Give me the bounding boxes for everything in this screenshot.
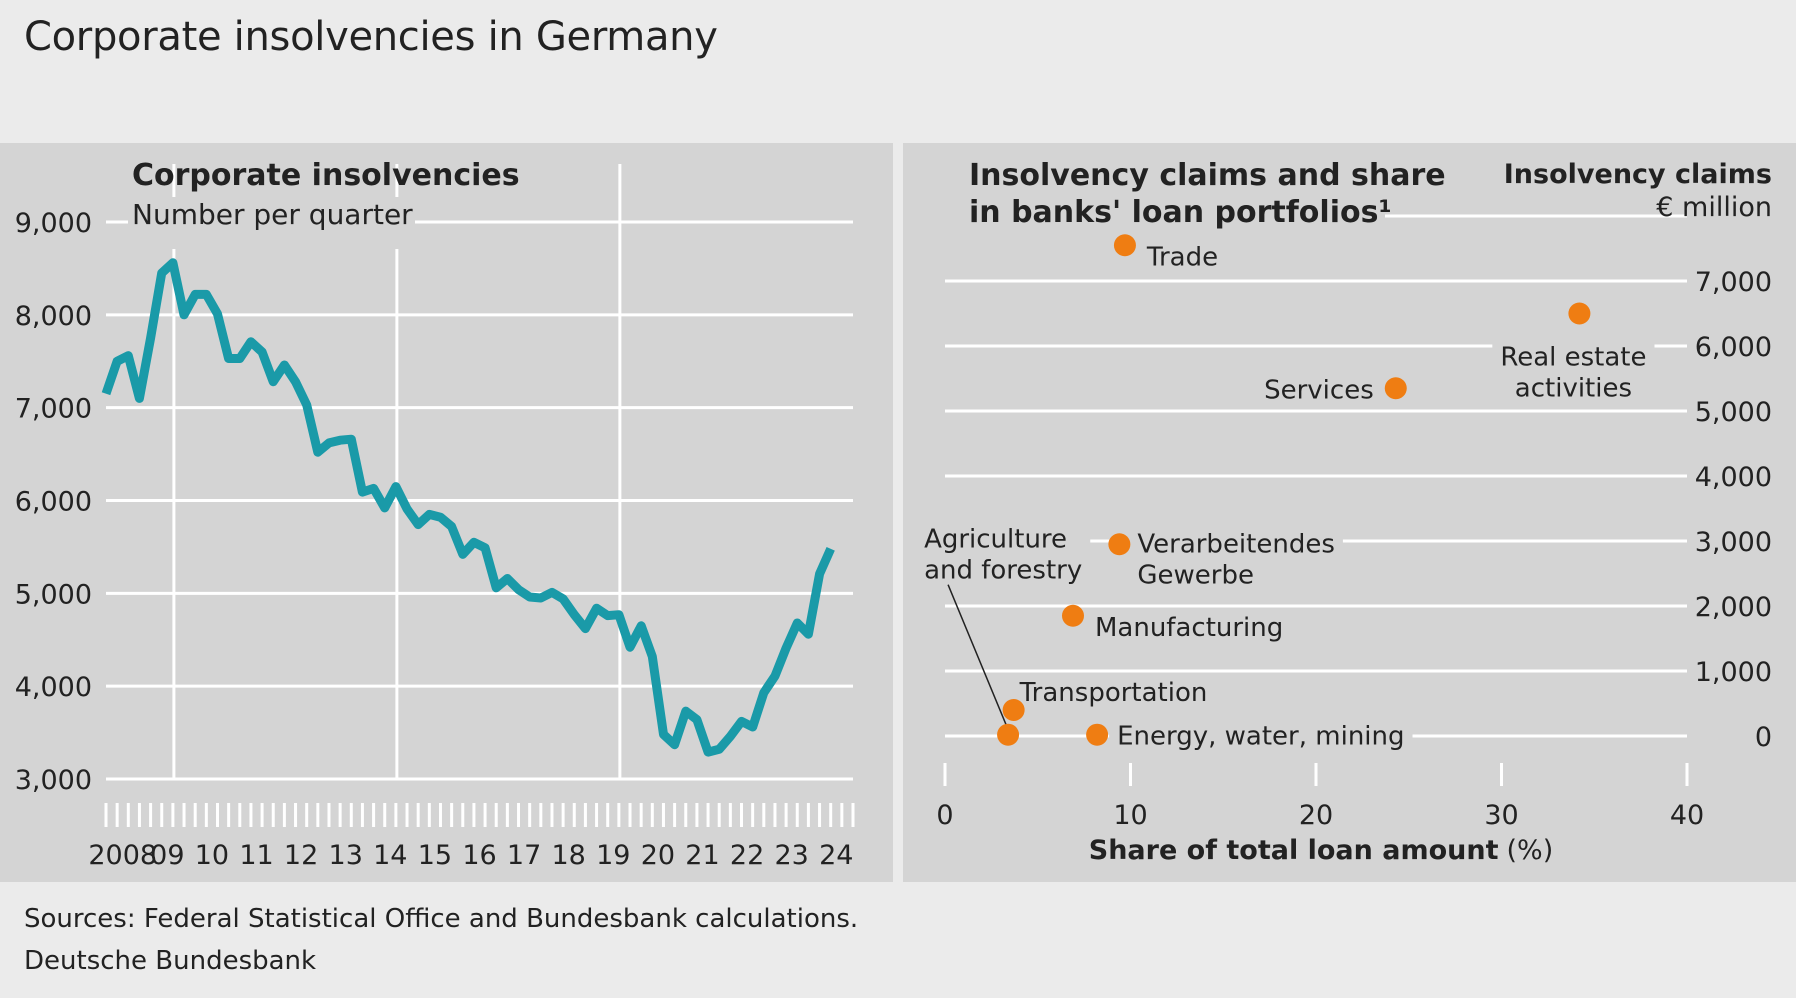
line-y-tick-label: 6,000 xyxy=(15,487,92,518)
line-x-tick-label: 24 xyxy=(819,840,853,871)
line-y-tick-label: 5,000 xyxy=(15,579,92,610)
scatter-y-unit: € million xyxy=(1656,192,1772,223)
scatter-point xyxy=(1568,302,1591,325)
scatter-y-tick-labels: 0 1,000 2,000 3,000 4,000 5,000 6,000 7,000 xyxy=(1695,267,1772,753)
line-y-tick-label: 7,000 xyxy=(15,394,92,425)
label-backdrop xyxy=(1109,721,1413,752)
scatter-y-tick-label: 1,000 xyxy=(1695,657,1772,688)
line-y-tick-label: 9,000 xyxy=(15,208,92,239)
line-x-tick-label: 19 xyxy=(596,840,630,871)
line-x-tick-label: 21 xyxy=(685,840,719,871)
line-x-tick-label: 11 xyxy=(239,840,273,871)
insolvencies-line-chart-panel: Corporate insolvencies Number per quarte… xyxy=(0,143,893,882)
line-chart-subtitle: Number per quarter xyxy=(132,198,413,231)
scatter-point xyxy=(1002,699,1025,721)
scatter-x-axis-label: Share of total loan amount (%) xyxy=(1089,835,1553,866)
scatter-point xyxy=(997,723,1020,746)
footer-publisher: Deutsche Bundesbank xyxy=(24,946,317,976)
label-backdrop xyxy=(1492,342,1655,404)
main-title: Corporate insolvencies in Germany xyxy=(24,14,718,60)
scatter-y-tick-label: 6,000 xyxy=(1695,332,1772,363)
scatter-point xyxy=(1061,604,1084,627)
label-backdrop xyxy=(1137,242,1227,273)
scatter-point-label: Manufacturing xyxy=(1095,613,1283,643)
line-chart-title: Corporate insolvencies xyxy=(132,158,520,193)
line-y-tick-label: 3,000 xyxy=(15,765,92,796)
scatter-point-labels: Trade Real estate activities Services Verarb… xyxy=(924,242,1646,751)
line-y-tick-labels: 3,000 4,000 5,000 6,000 7,000 8,000 9,000 xyxy=(15,208,92,796)
scatter-y-tick-label: 0 xyxy=(1755,722,1772,753)
scatter-y-title: Insolvency claims xyxy=(1504,159,1772,190)
insolvency-series-line xyxy=(101,258,835,757)
line-x-tick-label: 17 xyxy=(507,840,541,871)
scatter-y-tick-label: 4,000 xyxy=(1695,462,1772,493)
scatter-label-backdrops xyxy=(916,242,1655,752)
scatter-chart-title: Insolvency claims and share in banks' lo… xyxy=(969,158,1456,230)
scatter-point-label: Services xyxy=(1264,375,1374,405)
scatter-point xyxy=(1086,723,1109,746)
scatter-title-line-2: in banks' loan portfolios¹ xyxy=(969,195,1392,230)
line-x-tick-label: 22 xyxy=(730,840,764,871)
agriculture-leader-line xyxy=(947,584,1007,725)
scatter-points xyxy=(997,234,1591,746)
scatter-y-tick-label: 5,000 xyxy=(1695,397,1772,428)
line-x-tick-label: 2008 xyxy=(88,840,157,871)
line-x-tick-label: 16 xyxy=(462,840,496,871)
footer-sources: Sources: Federal Statistical Office and … xyxy=(24,904,859,934)
scatter-point-label: Trade xyxy=(1146,242,1218,272)
scatter-point xyxy=(1384,377,1407,400)
scatter-y-tick-label: 2,000 xyxy=(1695,592,1772,623)
line-x-tick-label: 18 xyxy=(552,840,586,871)
scatter-point xyxy=(1113,234,1136,257)
scatter-point-label: Real estate activities xyxy=(1500,343,1646,404)
line-chart-gridlines xyxy=(106,164,853,781)
line-y-tick-label: 8,000 xyxy=(15,301,92,332)
scatter-x-tick-label: 30 xyxy=(1484,800,1518,831)
line-x-tick-label: 20 xyxy=(641,840,675,871)
line-y-tick-label: 4,000 xyxy=(15,672,92,703)
label-backdrop xyxy=(1010,678,1216,708)
scatter-x-tick-label: 10 xyxy=(1113,800,1147,831)
scatter-point-label: Energy, water, mining xyxy=(1117,722,1404,752)
scatter-point xyxy=(1108,533,1131,556)
line-x-tick-label: 10 xyxy=(195,840,229,871)
claims-scatter-panel: Insolvency claims and share in banks' lo… xyxy=(903,143,1796,882)
line-x-tick-label: 09 xyxy=(150,840,184,871)
line-x-tick-label: 14 xyxy=(373,840,407,871)
scatter-y-tick-label: 7,000 xyxy=(1695,267,1772,298)
scatter-gridlines xyxy=(945,214,1687,738)
label-backdrop xyxy=(1129,529,1343,591)
line-x-tick-marks xyxy=(104,803,855,827)
scatter-x-tick-label: 20 xyxy=(1299,800,1333,831)
label-backdrop xyxy=(1086,612,1292,643)
insolvencies-line-chart: Corporate insolvencies Number per quarte… xyxy=(15,158,855,871)
line-x-tick-label: 12 xyxy=(284,840,318,871)
line-title-backdrop xyxy=(128,197,415,249)
line-x-tick-label: 23 xyxy=(774,840,808,871)
scatter-x-tick-label: 0 xyxy=(936,800,953,831)
scatter-point-label: Verarbeitendes Gewerbe xyxy=(1137,529,1335,590)
scatter-x-ticks: 0 10 20 30 40 xyxy=(936,763,1704,831)
line-x-tick-label: 15 xyxy=(418,840,452,871)
scatter-y-tick-label: 3,000 xyxy=(1695,527,1772,558)
scatter-point-label: Transportation xyxy=(1019,678,1208,708)
scatter-point-label: Agriculture and forestry xyxy=(924,525,1082,586)
scatter-title-backdrop xyxy=(933,143,1385,243)
line-x-tick-label: 13 xyxy=(329,840,363,871)
claims-scatter-chart: Insolvency claims and share in banks' lo… xyxy=(916,143,1772,866)
scatter-x-label-main: Share of total loan amount xyxy=(1089,835,1499,866)
label-backdrop xyxy=(1256,375,1382,406)
scatter-title-line-1: Insolvency claims and share xyxy=(969,158,1446,193)
label-backdrop xyxy=(916,524,1091,586)
scatter-x-tick-label: 40 xyxy=(1670,800,1704,831)
scatter-x-label-unit: (%) xyxy=(1507,835,1554,866)
